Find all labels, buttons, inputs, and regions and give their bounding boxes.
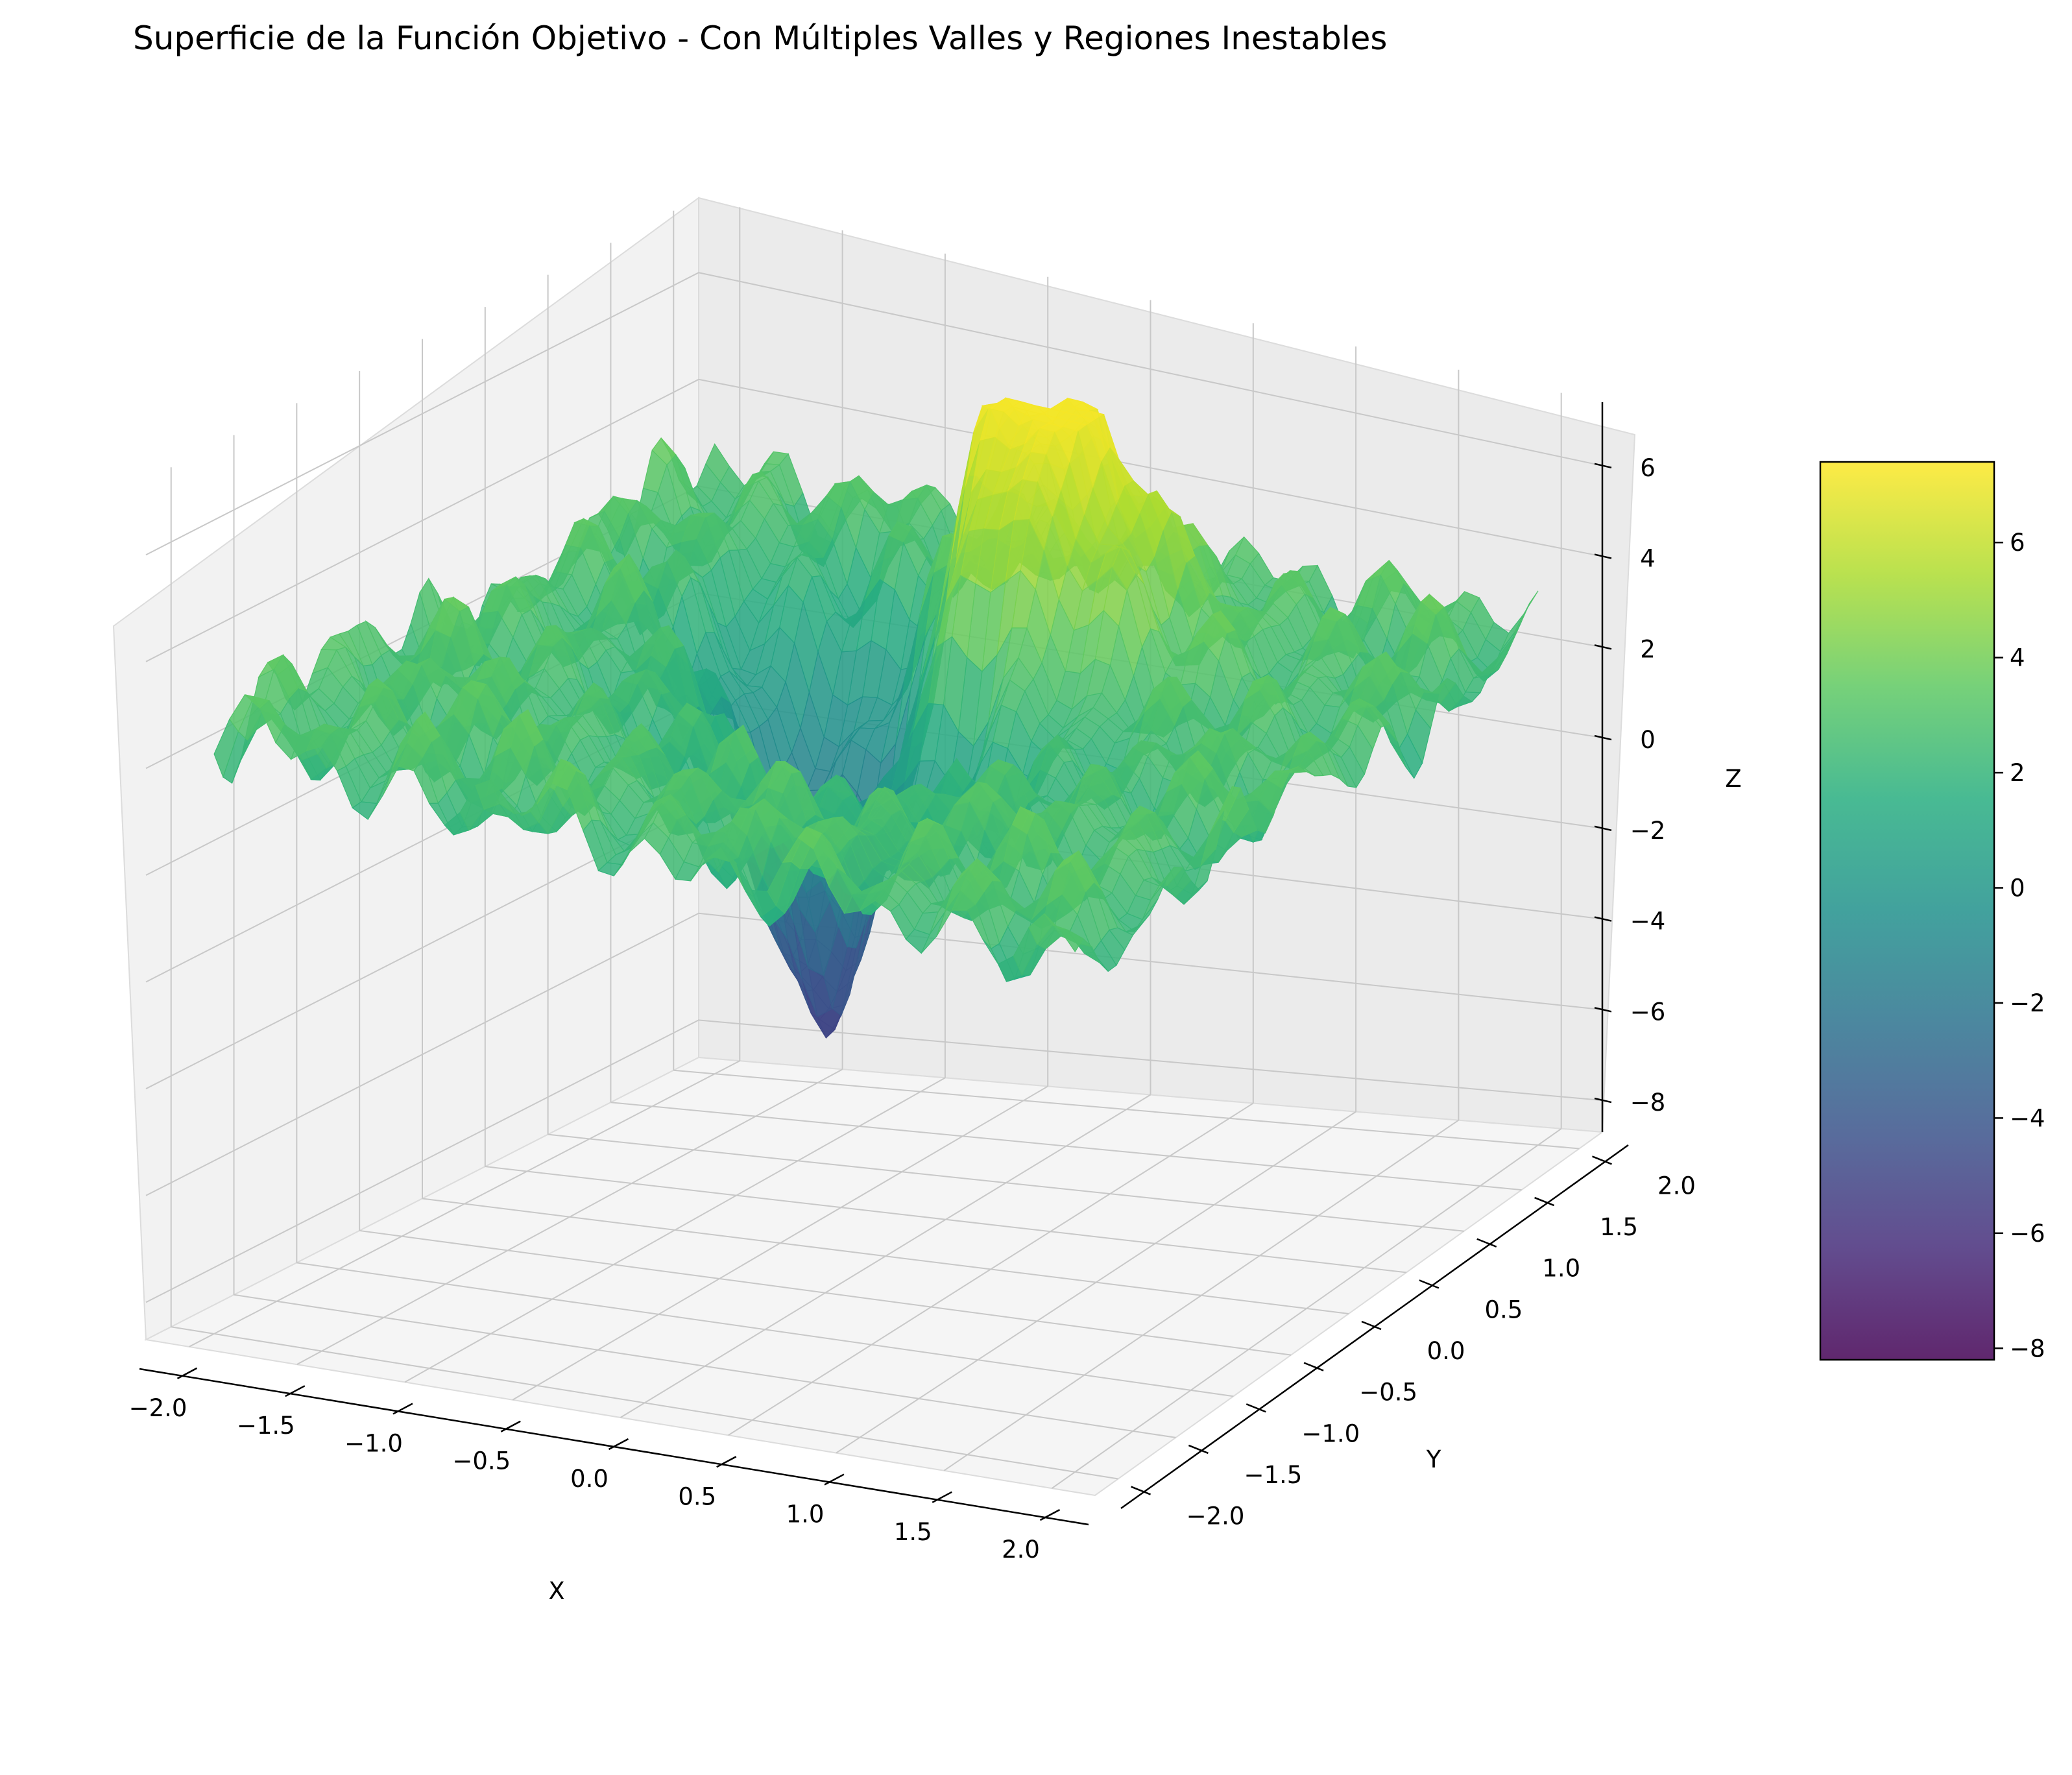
grid-line-z xyxy=(145,1019,1603,1303)
surface-facet xyxy=(1059,928,1084,952)
x-axis-label: X xyxy=(548,1577,564,1605)
grid-line-y xyxy=(234,1294,1176,1438)
x-tick-mark xyxy=(608,1438,629,1451)
x-tick-mark xyxy=(500,1420,521,1432)
z-tick-mark xyxy=(1594,644,1612,650)
grid-line-y xyxy=(610,1102,1522,1191)
z-tick-label: −6 xyxy=(1630,998,1666,1026)
x-tick-mark xyxy=(1039,1508,1061,1521)
x-tick-label: 1.5 xyxy=(894,1518,932,1546)
grid-line-y xyxy=(485,1166,1406,1274)
y-axis-ticks: −2.0 −1.5 −1.0 −0.5 0.0 0.5 1.0 1.5 2.0 xyxy=(1131,1155,1696,1530)
x-tick-label: −0.5 xyxy=(452,1447,511,1475)
y-tick-label: 0.0 xyxy=(1427,1337,1465,1365)
z-tick-label: −8 xyxy=(1630,1089,1666,1117)
z-tick-label: −2 xyxy=(1630,817,1666,845)
x-tick-label: 0.5 xyxy=(678,1482,716,1510)
x-tick-label: 0.0 xyxy=(570,1465,608,1493)
x-tick-mark xyxy=(176,1367,198,1380)
colorbar-frame xyxy=(1819,461,1995,1361)
grid-line-y xyxy=(359,1229,1292,1356)
x-tick-label: −2.0 xyxy=(129,1394,187,1422)
colorbar-tick-label: −6 xyxy=(2010,1220,2045,1248)
grid-line-z xyxy=(145,272,1603,556)
x-tick-mark xyxy=(392,1403,413,1415)
y-tick-label: −1.0 xyxy=(1301,1419,1360,1447)
z-tick-label: −4 xyxy=(1630,908,1666,936)
z-tick-label: 0 xyxy=(1640,726,1656,754)
y-tick-mark xyxy=(1534,1196,1555,1207)
colorbar-tick-label: −4 xyxy=(2010,1104,2045,1132)
y-tick-label: −0.5 xyxy=(1359,1379,1417,1407)
colorbar-gradient xyxy=(1820,462,1994,1360)
colorbar-tick-label: 6 xyxy=(2010,529,2025,557)
surface-plot xyxy=(213,397,1539,1039)
z-tick-label: 2 xyxy=(1640,635,1656,663)
x-tick-label: −1.0 xyxy=(344,1429,403,1457)
colorbar-tick-label: 4 xyxy=(2010,644,2025,672)
grid-line-y xyxy=(673,1069,1580,1150)
y-tick-mark xyxy=(1476,1238,1497,1248)
y-tick-mark xyxy=(1131,1486,1151,1495)
y-tick-mark xyxy=(1303,1362,1324,1371)
z-tick-label: 4 xyxy=(1640,545,1656,573)
y-tick-label: 0.5 xyxy=(1484,1296,1523,1323)
grid-line-z xyxy=(145,912,1603,1196)
y-tick-label: −2.0 xyxy=(1187,1503,1245,1530)
z-tick-mark xyxy=(1594,1007,1612,1013)
z-tick-mark xyxy=(1594,1097,1612,1104)
y-tick-mark xyxy=(1188,1444,1209,1455)
grid-line-z xyxy=(145,378,1603,662)
y-tick-label: 1.5 xyxy=(1600,1213,1638,1241)
z-axis-ticks: −8 −6 −4 −2 0 2 4 6 xyxy=(1594,454,1666,1117)
grid-line-y xyxy=(171,1326,1118,1480)
z-tick-mark xyxy=(1594,916,1612,922)
z-tick-mark xyxy=(1594,463,1612,469)
x-tick-mark xyxy=(932,1491,952,1503)
z-tick-label: 6 xyxy=(1640,454,1656,482)
chart-title: Superficie de la Función Objetivo - Con … xyxy=(133,19,1387,57)
colorbar-ticks: −8 −6 −4 −2 0 2 4 6 xyxy=(1994,529,2045,1362)
x-tick-label: −1.5 xyxy=(237,1412,295,1440)
grid-line-y xyxy=(422,1198,1349,1314)
y-axis-label: Y xyxy=(1426,1445,1441,1473)
y-tick-mark xyxy=(1419,1279,1440,1289)
z-tick-mark xyxy=(1594,734,1612,741)
colorbar-tick-label: 0 xyxy=(2010,875,2025,902)
x-tick-mark xyxy=(824,1473,845,1486)
y-tick-mark xyxy=(1361,1320,1382,1331)
z-tick-mark xyxy=(1594,825,1612,832)
grid-line-y xyxy=(548,1133,1464,1232)
x-tick-label: 1.0 xyxy=(786,1501,825,1528)
grid-line-y xyxy=(296,1262,1234,1397)
y-tick-label: 1.0 xyxy=(1542,1255,1580,1283)
x-axis-ticks: −2.0 −1.5 −1.0 −0.5 0.0 0.5 1.0 1.5 2.0 xyxy=(129,1367,1061,1564)
z-axis-label: Z xyxy=(1725,765,1741,793)
y-tick-label: −1.5 xyxy=(1244,1461,1302,1489)
x-tick-mark xyxy=(716,1456,737,1468)
colorbar-tick-label: −8 xyxy=(2010,1334,2045,1362)
y-tick-mark xyxy=(1591,1155,1612,1165)
colorbar-tick-label: 2 xyxy=(2010,759,2025,787)
x-tick-mark xyxy=(285,1385,306,1397)
colorbar-tick-label: −2 xyxy=(2010,989,2045,1017)
colorbar: −8 −6 −4 −2 0 2 4 6 xyxy=(1819,461,2045,1362)
y-tick-mark xyxy=(1246,1403,1266,1413)
x-tick-label: 2.0 xyxy=(1002,1536,1040,1564)
z-tick-mark xyxy=(1594,553,1612,559)
y-tick-label: 2.0 xyxy=(1657,1172,1696,1200)
